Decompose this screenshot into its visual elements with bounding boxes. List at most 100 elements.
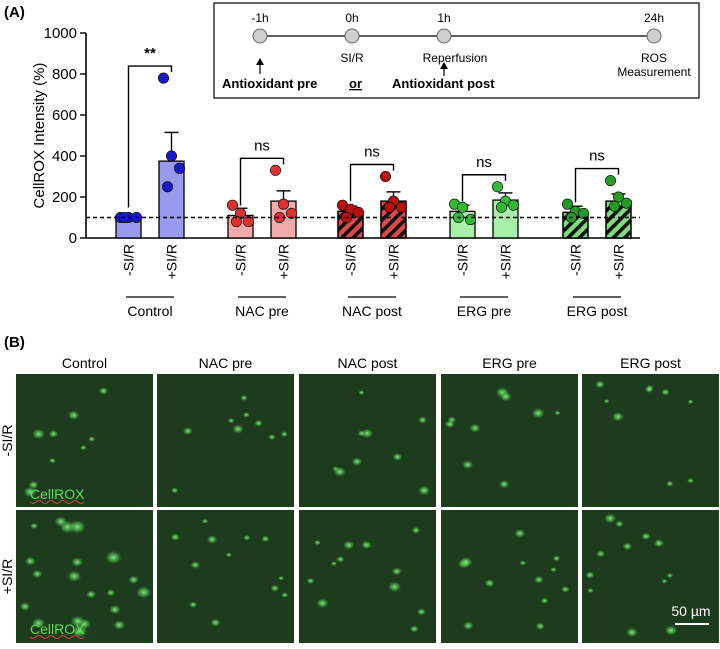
cell [306, 577, 315, 585]
data-point [456, 201, 468, 213]
y-tick-label: 800 [52, 66, 77, 83]
category-label: +SI/R [164, 244, 180, 279]
cell [277, 575, 285, 581]
cell [644, 385, 654, 394]
cell [31, 617, 46, 629]
category-label: +SI/R [498, 244, 514, 279]
micrograph-tile [441, 374, 578, 507]
y-tick-label: 400 [52, 148, 77, 165]
data-point [158, 72, 170, 84]
cell [31, 428, 46, 440]
cell [661, 578, 668, 584]
micrograph-tile: CellROX [16, 374, 153, 507]
timeline-frame [213, 2, 700, 99]
cell [243, 534, 251, 541]
bar-chart: 0 200 400 600 800 1000 CellROX Intensity (%) -S… [31, 25, 640, 319]
data-point [495, 201, 507, 213]
cell [417, 416, 428, 424]
cell [19, 601, 31, 612]
cell [48, 429, 59, 438]
column-header: ERG post [620, 355, 681, 371]
category-label: -SI/R [233, 244, 249, 276]
cell [665, 480, 674, 487]
cell [416, 608, 427, 616]
time-label-24h: 24h [644, 11, 664, 25]
cell [595, 549, 606, 558]
data-point [620, 197, 632, 209]
cell [409, 625, 419, 633]
significance-bracket [127, 65, 173, 208]
cell [358, 389, 365, 396]
cell [68, 519, 87, 534]
cell [585, 571, 595, 579]
cell [387, 581, 402, 593]
data-point [285, 207, 297, 219]
cell [687, 399, 694, 405]
time-label-1h: 1h [437, 11, 450, 25]
timeline-inset: -1h 0h 1h 24h SI/R Reperfusion ROS Measu… [213, 2, 700, 99]
cell [664, 625, 678, 636]
cell [330, 561, 338, 567]
cell [686, 477, 695, 484]
cell [336, 555, 345, 563]
significance-label: ns [476, 154, 492, 171]
cell [594, 380, 606, 389]
category-label: -SI/R [121, 244, 137, 276]
cell [54, 516, 68, 527]
data-point [166, 150, 178, 162]
column-header: ERG pre [482, 355, 537, 371]
cell [98, 386, 109, 395]
data-point [612, 191, 624, 203]
cell [444, 419, 456, 429]
cell [280, 430, 289, 438]
data-point [395, 201, 407, 213]
micrograph-background [157, 510, 294, 643]
micrograph-tile [441, 510, 578, 643]
cell [357, 430, 366, 437]
cell [411, 526, 421, 534]
time-label-minus1h: -1h [251, 11, 268, 25]
micrograph-tile: CellROX [16, 510, 153, 643]
micrograph-tile: 50 µm [582, 510, 719, 643]
data-point [464, 214, 476, 226]
significance-bracket [461, 174, 507, 202]
significance-label: ** [144, 45, 156, 62]
group-label: ERG post [567, 303, 628, 319]
y-tick-label: 600 [52, 107, 77, 124]
cell [240, 394, 248, 402]
event-sir: SI/R [340, 51, 364, 65]
cell [513, 528, 526, 539]
cell [67, 410, 80, 421]
category-label: -SI/R [455, 244, 471, 276]
cell [201, 518, 209, 524]
data-point [491, 181, 503, 193]
cell [603, 513, 617, 524]
cell [666, 572, 674, 579]
arrow-post-head [440, 62, 448, 69]
cell [625, 627, 639, 638]
data-point [507, 199, 519, 211]
stain-label: CellROX [30, 486, 85, 502]
cell [106, 589, 116, 597]
cell [391, 567, 402, 576]
column-header: NAC post [338, 355, 398, 371]
cell [540, 597, 549, 605]
panel-a-label: (A) [4, 4, 25, 21]
cell [552, 555, 561, 562]
cell [484, 578, 495, 588]
cell [254, 419, 263, 427]
cell [188, 601, 198, 608]
micrograph-tile [157, 374, 294, 507]
significance-bracket [349, 163, 395, 202]
cell [79, 444, 87, 451]
cell [313, 539, 321, 546]
group-label: ERG pre [457, 303, 512, 319]
data-point [352, 206, 364, 218]
column-header: NAC pre [199, 355, 253, 371]
scale-bar-label: 50 µm [671, 603, 710, 619]
stain-label: CellROX [30, 621, 85, 637]
cell [225, 552, 232, 558]
data-point [561, 198, 573, 210]
cell [531, 407, 546, 419]
micrograph-background [299, 374, 436, 507]
